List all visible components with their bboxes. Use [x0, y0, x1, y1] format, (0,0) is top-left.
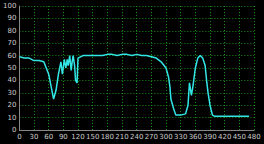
- svg-text:210: 210: [115, 133, 128, 141]
- svg-text:60: 60: [44, 133, 53, 141]
- svg-text:100: 100: [3, 2, 16, 10]
- svg-text:120: 120: [71, 133, 84, 141]
- svg-text:30: 30: [30, 133, 39, 141]
- svg-text:90: 90: [59, 133, 68, 141]
- svg-text:300: 300: [159, 133, 172, 141]
- svg-text:330: 330: [174, 133, 187, 141]
- svg-text:180: 180: [101, 133, 114, 141]
- svg-text:20: 20: [7, 101, 16, 109]
- svg-text:0: 0: [17, 133, 21, 141]
- svg-text:40: 40: [7, 76, 16, 84]
- svg-text:30: 30: [7, 89, 16, 97]
- svg-text:10: 10: [7, 114, 16, 122]
- svg-text:80: 80: [7, 27, 16, 35]
- svg-text:90: 90: [7, 14, 16, 22]
- svg-text:240: 240: [130, 133, 143, 141]
- svg-text:270: 270: [145, 133, 158, 141]
- svg-text:70: 70: [7, 39, 16, 47]
- svg-text:50: 50: [7, 64, 16, 72]
- svg-text:420: 420: [218, 133, 231, 141]
- svg-text:150: 150: [86, 133, 99, 141]
- svg-text:480: 480: [247, 133, 260, 141]
- svg-text:0: 0: [12, 126, 16, 134]
- svg-text:390: 390: [203, 133, 216, 141]
- svg-text:450: 450: [233, 133, 246, 141]
- svg-text:360: 360: [189, 133, 202, 141]
- svg-text:60: 60: [7, 52, 16, 60]
